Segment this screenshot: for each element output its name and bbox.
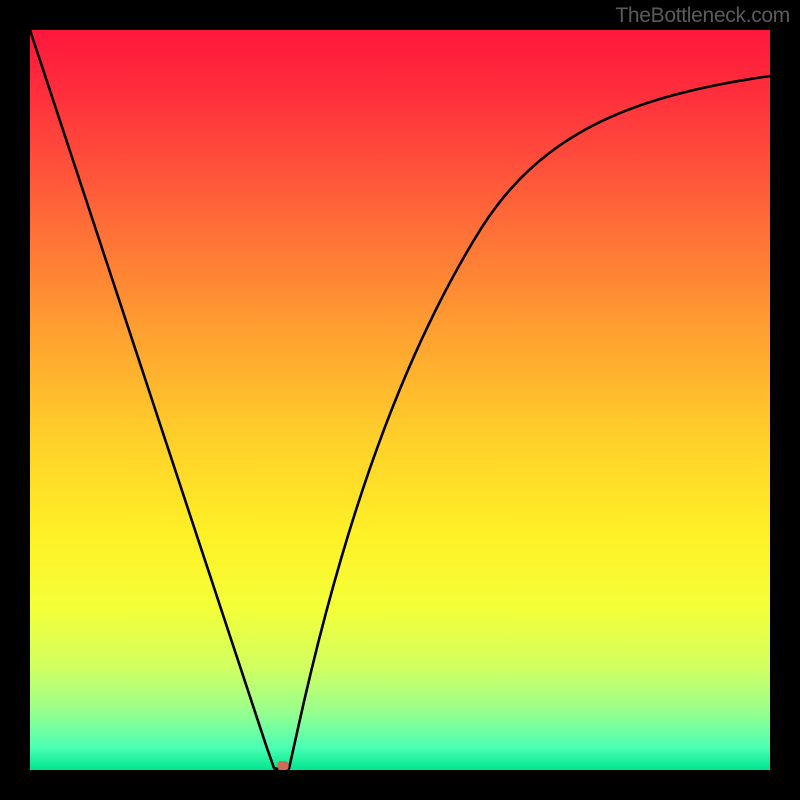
watermark-text: TheBottleneck.com (615, 4, 790, 28)
optimal-marker (278, 761, 289, 770)
chart-svg (0, 0, 800, 800)
bottleneck-chart (0, 0, 800, 800)
